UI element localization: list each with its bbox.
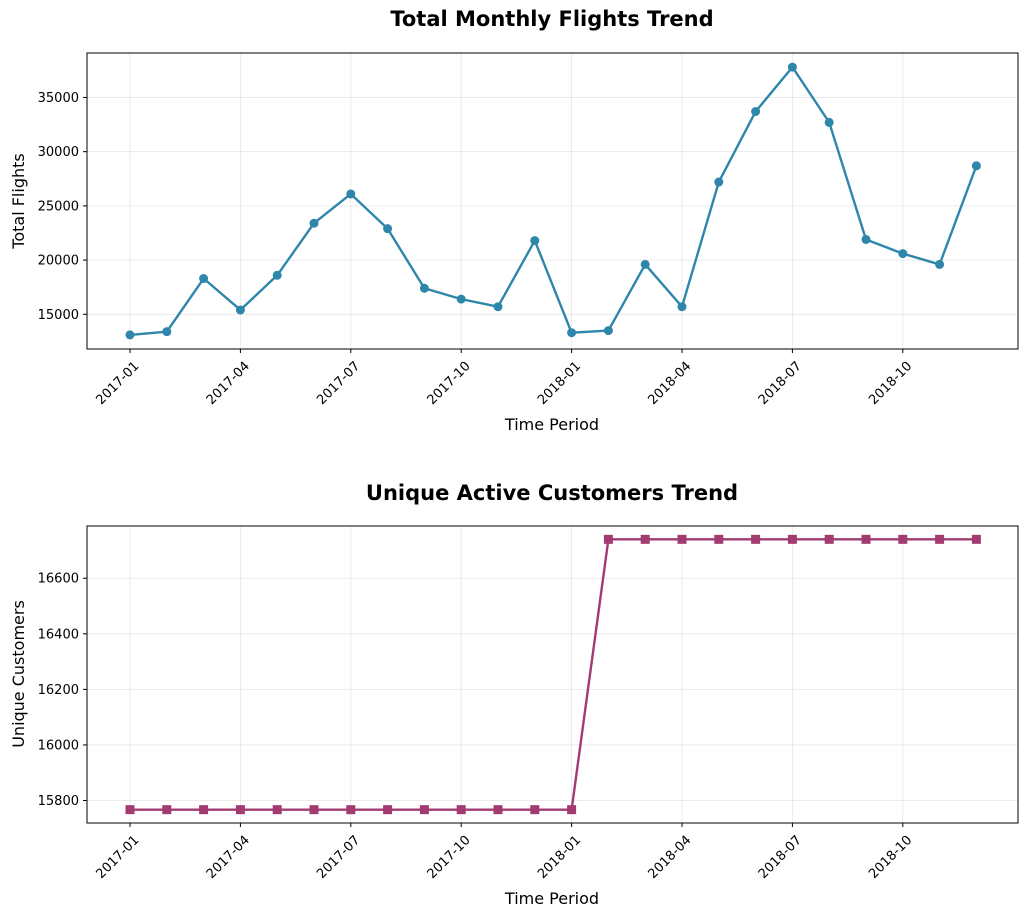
data-point bbox=[935, 534, 945, 544]
chart-title: Unique Active Customers Trend bbox=[366, 481, 738, 505]
plot-frame bbox=[86, 52, 1019, 350]
x-tick-label: 2017-04 bbox=[204, 833, 253, 882]
data-point bbox=[898, 534, 908, 544]
data-point bbox=[971, 534, 981, 544]
data-point bbox=[309, 218, 319, 228]
x-tick-label: 2017-01 bbox=[93, 359, 142, 408]
data-point bbox=[714, 534, 724, 544]
data-point bbox=[603, 326, 613, 336]
data-point bbox=[272, 270, 282, 280]
data-point bbox=[530, 805, 540, 815]
data-point bbox=[162, 805, 172, 815]
x-tick-label: 2017-10 bbox=[425, 833, 474, 882]
data-point bbox=[824, 117, 834, 127]
data-point bbox=[309, 805, 319, 815]
grid bbox=[87, 526, 1018, 823]
data-point bbox=[861, 534, 871, 544]
data-point bbox=[346, 189, 356, 199]
x-tick-label: 2018-10 bbox=[866, 833, 915, 882]
data-point bbox=[714, 177, 724, 187]
x-tick-label: 2018-01 bbox=[535, 833, 584, 882]
data-point bbox=[677, 302, 687, 312]
x-axis-label: Time Period bbox=[504, 415, 599, 434]
y-tick-label: 35000 bbox=[38, 91, 79, 106]
y-tick-label: 25000 bbox=[38, 199, 79, 214]
data-point bbox=[603, 534, 613, 544]
y-tick-label: 16600 bbox=[38, 572, 79, 587]
y-tick-label: 30000 bbox=[38, 145, 79, 160]
data-point bbox=[640, 534, 650, 544]
data-point bbox=[456, 294, 466, 304]
y-tick-label: 15000 bbox=[38, 308, 79, 323]
data-point bbox=[383, 224, 393, 234]
x-tick-label: 2018-04 bbox=[645, 833, 694, 882]
x-axis: 2017-01 2017-04 2017-07 2017-10 2018-01 2018-… bbox=[93, 349, 915, 408]
data-point bbox=[493, 805, 503, 815]
x-tick-label: 2017-10 bbox=[425, 359, 474, 408]
x-tick-label: 2018-07 bbox=[756, 359, 805, 408]
data-point bbox=[235, 805, 245, 815]
x-tick-label: 2017-04 bbox=[204, 359, 253, 408]
y-axis: 15000 20000 25000 30000 35000 bbox=[38, 91, 87, 323]
data-points-group bbox=[125, 62, 981, 340]
data-point bbox=[456, 805, 466, 815]
data-point bbox=[419, 805, 429, 815]
data-point bbox=[125, 805, 135, 815]
data-point bbox=[199, 805, 209, 815]
x-axis: 2017-01 2017-04 2017-07 2017-10 2018-01 2018-… bbox=[93, 823, 915, 882]
data-point bbox=[935, 259, 945, 269]
y-axis-label: Total Flights bbox=[9, 153, 28, 249]
data-point bbox=[125, 330, 135, 340]
y-axis: 15800 16000 16200 16400 16600 bbox=[38, 572, 87, 809]
y-tick-label: 16000 bbox=[38, 738, 79, 753]
plot-frame bbox=[86, 525, 1019, 824]
y-axis-label: Unique Customers bbox=[9, 600, 28, 748]
x-tick-label: 2017-01 bbox=[93, 833, 142, 882]
data-points-group bbox=[125, 534, 981, 815]
customers-chart-panel: Unique Active Customers Trend 15800 16000… bbox=[9, 481, 1019, 908]
chart-title: Total Monthly Flights Trend bbox=[390, 7, 713, 31]
y-tick-label: 16400 bbox=[38, 627, 79, 642]
data-point bbox=[199, 274, 209, 284]
series-line bbox=[130, 538, 977, 811]
data-point bbox=[162, 327, 172, 337]
data-point bbox=[235, 305, 245, 315]
x-tick-label: 2018-10 bbox=[866, 359, 915, 408]
data-point bbox=[493, 302, 503, 312]
data-point bbox=[567, 805, 577, 815]
x-axis-label: Time Period bbox=[504, 889, 599, 908]
series-line-group bbox=[129, 65, 978, 337]
data-point bbox=[530, 236, 540, 246]
series-line bbox=[129, 65, 978, 337]
data-point bbox=[567, 328, 577, 338]
x-tick-label: 2018-04 bbox=[645, 359, 694, 408]
data-point bbox=[419, 283, 429, 293]
flights-chart-panel: Total Monthly Flights Trend 15000 20000 25… bbox=[9, 7, 1019, 434]
data-point bbox=[272, 805, 282, 815]
data-point bbox=[751, 534, 761, 544]
data-point bbox=[898, 249, 908, 259]
x-tick-label: 2017-07 bbox=[314, 833, 363, 882]
data-point bbox=[677, 534, 687, 544]
grid bbox=[87, 53, 1018, 349]
data-point bbox=[787, 62, 797, 72]
x-tick-label: 2018-07 bbox=[756, 833, 805, 882]
data-point bbox=[383, 805, 393, 815]
y-tick-label: 15800 bbox=[38, 794, 79, 809]
y-tick-label: 16200 bbox=[38, 683, 79, 698]
data-point bbox=[971, 161, 981, 171]
data-point bbox=[751, 107, 761, 117]
data-point bbox=[346, 805, 356, 815]
data-point bbox=[824, 534, 834, 544]
series-line-group bbox=[130, 538, 977, 811]
y-tick-label: 20000 bbox=[38, 254, 79, 269]
data-point bbox=[787, 534, 797, 544]
x-tick-label: 2017-07 bbox=[314, 359, 363, 408]
data-point bbox=[640, 259, 650, 269]
data-point bbox=[861, 234, 871, 244]
x-tick-label: 2018-01 bbox=[535, 359, 584, 408]
